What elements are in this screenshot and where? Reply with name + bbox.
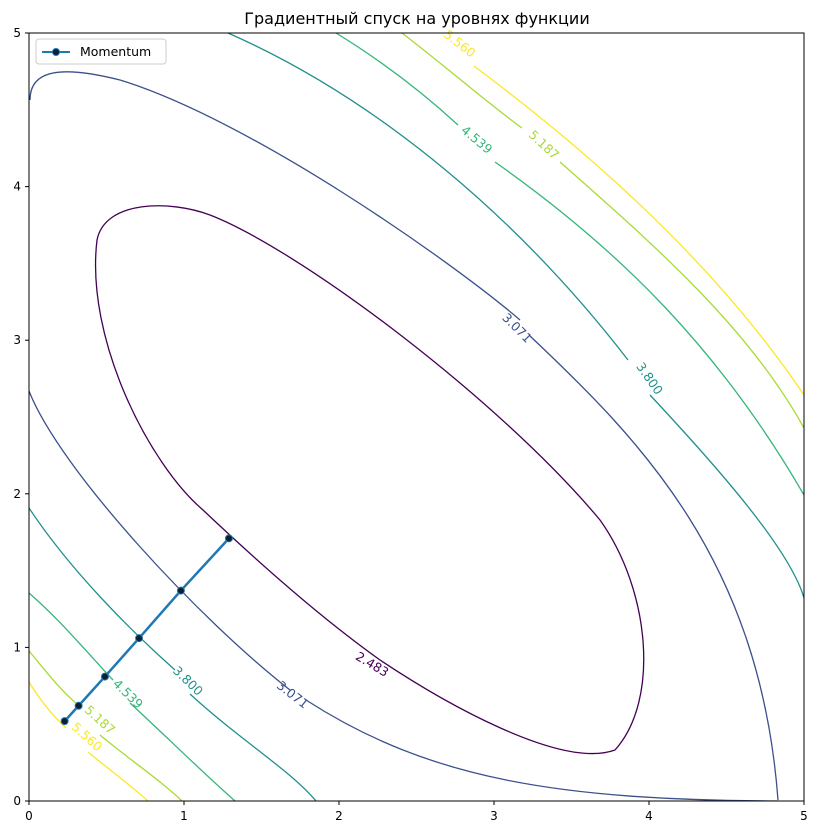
contour-line-4.539 xyxy=(29,33,804,801)
contour-label-5.560-upper: 5.560 xyxy=(441,27,478,61)
contour-line-3.071 xyxy=(29,71,779,801)
contour-label-3.071-lower: 3.071 xyxy=(274,678,311,712)
y-tick-label: 2 xyxy=(13,487,21,501)
plot-frame xyxy=(28,32,805,802)
x-tick-label: 3 xyxy=(490,809,498,823)
legend-marker xyxy=(52,48,60,56)
contour-label-4.539-upper: 4.539 xyxy=(458,122,495,157)
y-tick-label: 5 xyxy=(13,26,21,40)
x-tick-label: 1 xyxy=(180,809,188,823)
contour-label-3.800-upper: 3.800 xyxy=(633,359,666,397)
y-tick-label: 4 xyxy=(13,180,21,194)
contour-line-5.187 xyxy=(29,33,804,801)
x-tick-label: 4 xyxy=(645,809,653,823)
series-layer xyxy=(60,534,233,726)
legend-label-momentum: Momentum xyxy=(80,44,151,59)
series-point xyxy=(176,586,185,595)
series-point xyxy=(135,634,144,643)
contour-label-3.071-upper: 3.071 xyxy=(499,310,535,346)
legend: Momentum xyxy=(35,38,167,65)
series-point xyxy=(224,534,233,543)
x-tick-label: 5 xyxy=(800,809,808,823)
contour-line-5.560 xyxy=(29,65,804,801)
series-point xyxy=(100,672,109,681)
contour-label-3.800-lower: 3.800 xyxy=(170,663,206,699)
y-tick-label: 3 xyxy=(13,333,21,347)
y-tick-label: 0 xyxy=(13,794,21,808)
contour-label-2.483: 2.483 xyxy=(353,648,391,679)
legend-box xyxy=(35,38,167,65)
y-axis: 0 1 2 3 4 5 xyxy=(13,26,29,808)
contour-labels: 2.483 3.071 3.071 3.800 3.800 4.539 4.53… xyxy=(69,27,666,755)
contour-label-5.187-upper: 5.187 xyxy=(526,127,562,162)
y-tick-label: 1 xyxy=(13,640,21,654)
contour-line-3.800 xyxy=(29,33,804,801)
x-axis: 0 1 2 3 4 5 xyxy=(25,801,808,823)
contour-label-4.539-lower: 4.539 xyxy=(110,676,146,712)
chart-title: Градиентный спуск на уровнях функции xyxy=(244,9,589,28)
x-tick-label: 0 xyxy=(25,809,33,823)
contour-lines xyxy=(29,33,804,801)
contour-line-2.483 xyxy=(95,205,645,755)
series-point xyxy=(60,717,69,726)
series-line-momentum xyxy=(63,537,230,722)
series-point xyxy=(74,701,83,710)
x-tick-label: 2 xyxy=(335,809,343,823)
